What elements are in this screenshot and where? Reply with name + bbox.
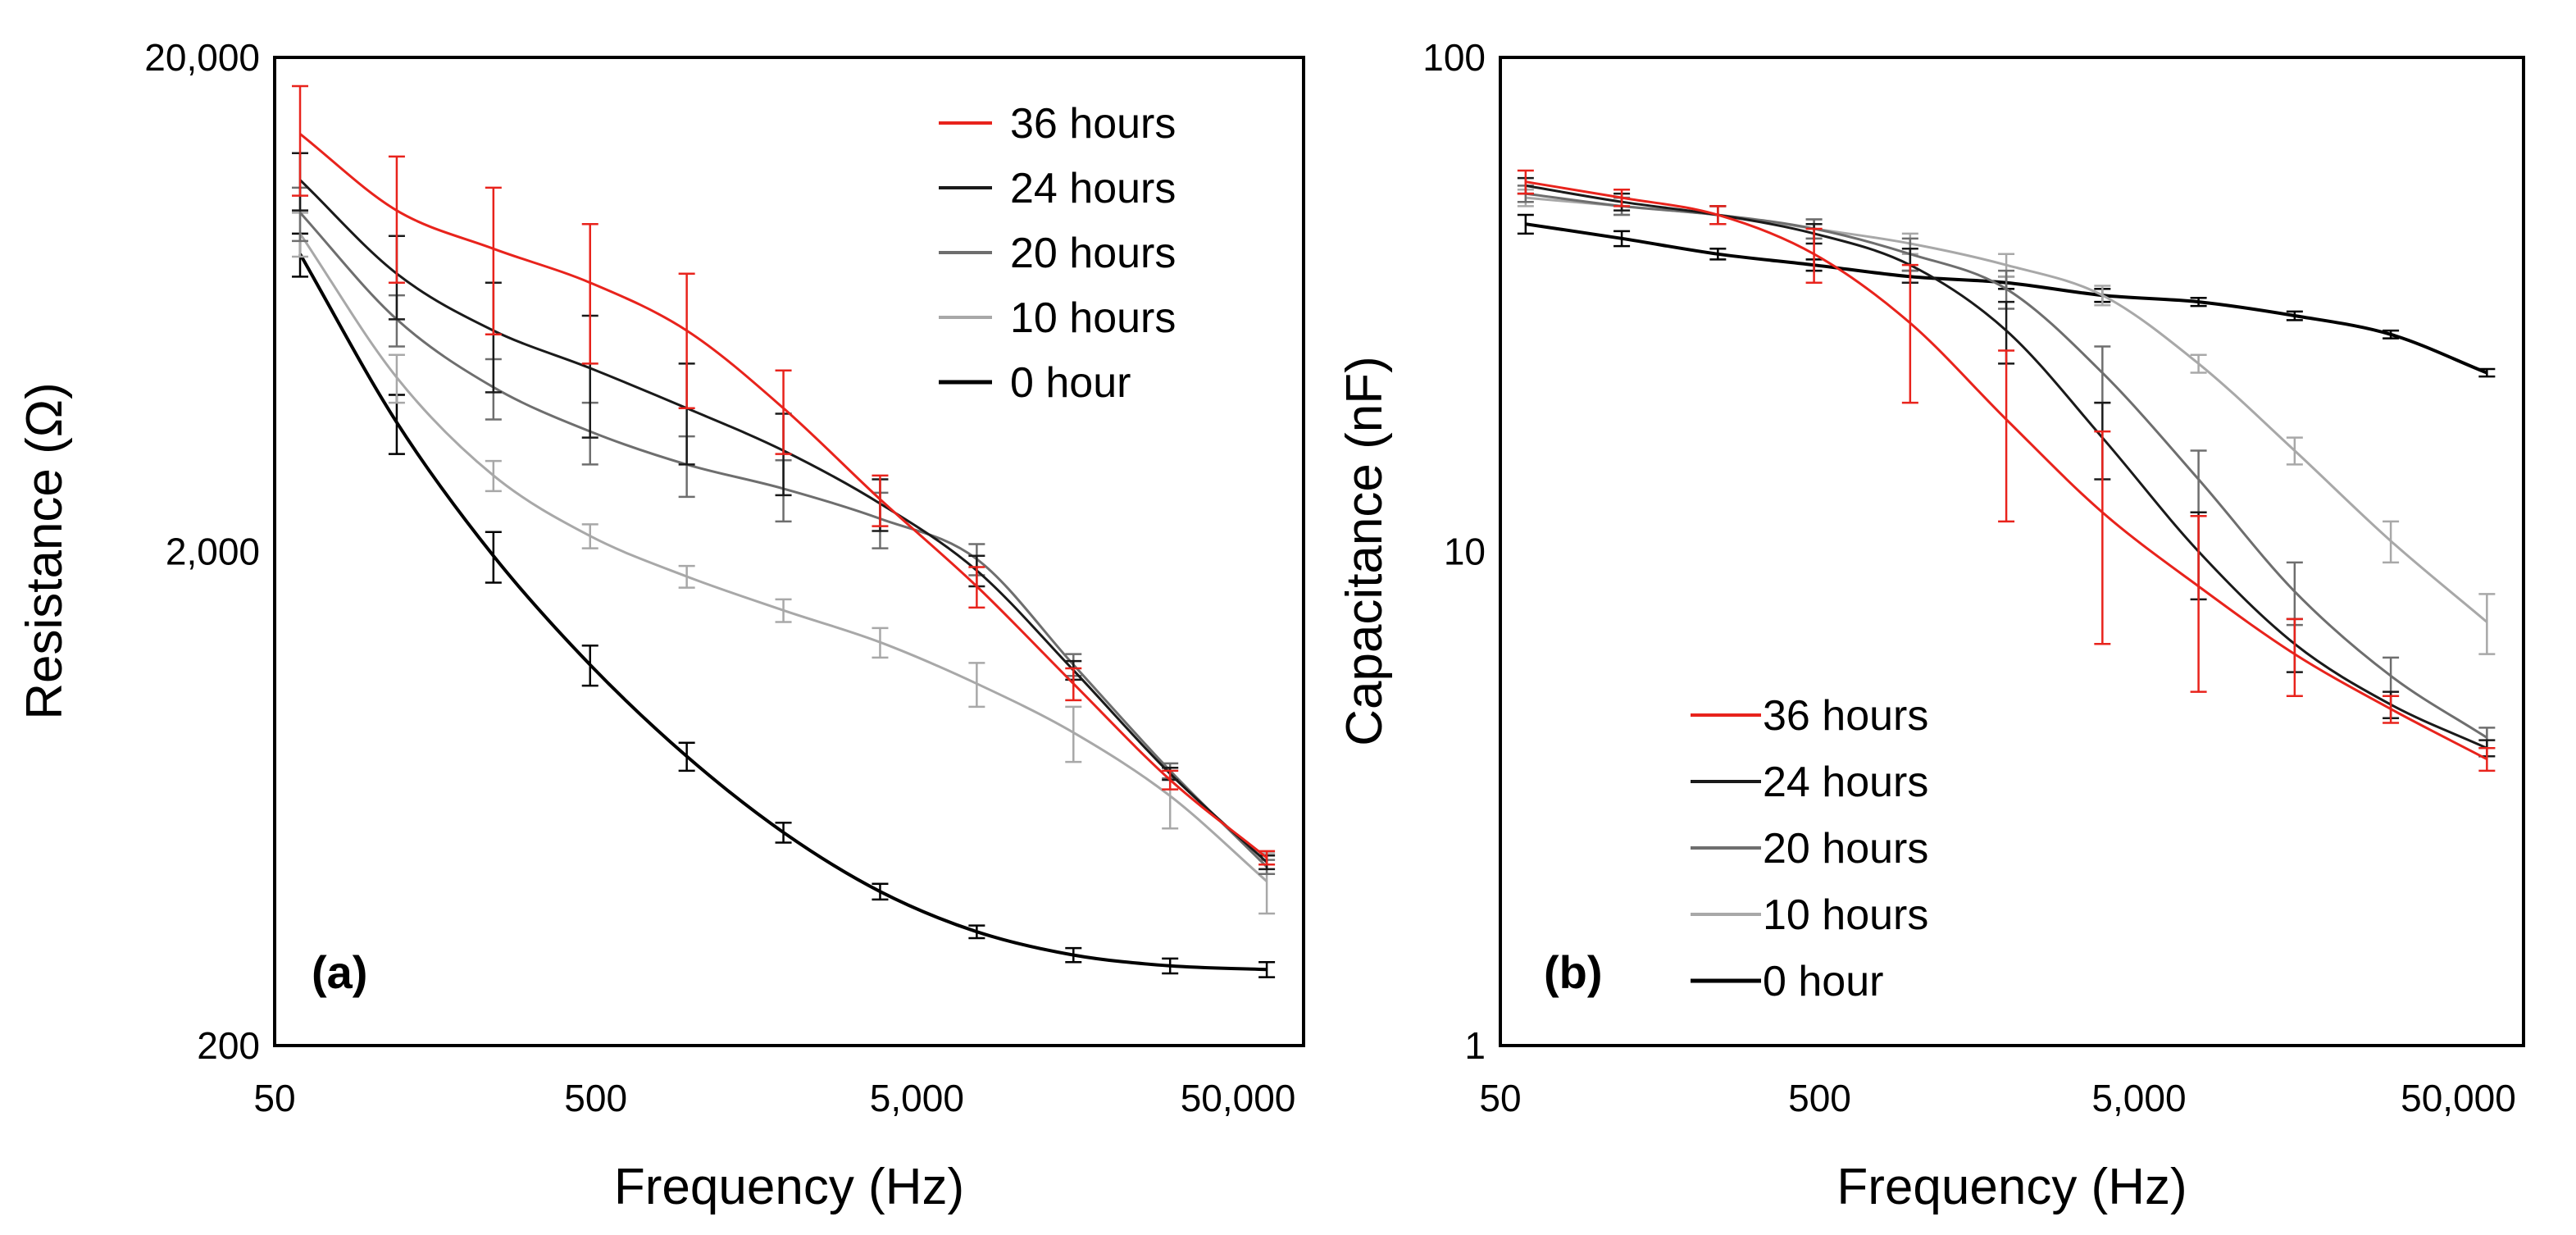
- error-bar: [1998, 349, 2015, 523]
- error-bar: [2478, 747, 2496, 772]
- x-tick-label: 50,000: [2401, 1077, 2516, 1119]
- error-bar: [2286, 618, 2303, 697]
- error-bar: [581, 222, 598, 365]
- series-0-hour: [292, 232, 1276, 978]
- error-bar: [1258, 961, 1276, 978]
- legend-label: 20 hours: [1010, 230, 1176, 277]
- error-bar: [2190, 449, 2207, 514]
- error-bar: [1901, 263, 1918, 404]
- series-line: [1525, 180, 2487, 761]
- legend: 36 hours 24 hours 20 hours 10 hours 0 hour: [1691, 692, 1928, 1005]
- legend-label: 20 hours: [1763, 825, 1928, 873]
- error-bar: [292, 84, 309, 197]
- error-bar: [388, 155, 405, 284]
- series-36-hours: [1517, 169, 2496, 772]
- series-36-hours: [292, 84, 1276, 866]
- panel-label: (a): [312, 946, 367, 998]
- x-tick-label: 500: [1788, 1077, 1851, 1119]
- legend-label: 24 hours: [1010, 165, 1176, 212]
- legend-label: 36 hours: [1763, 692, 1928, 740]
- error-bar: [1805, 227, 1823, 284]
- error-bar: [775, 369, 792, 455]
- x-tick-label: 50: [1479, 1077, 1521, 1119]
- error-bar: [2094, 430, 2111, 645]
- plot-area-frame: [1499, 56, 2525, 1047]
- x-tick-label: 50,000: [1181, 1077, 1296, 1119]
- legend-label: 0 hour: [1763, 958, 1883, 1005]
- legend-label: 10 hours: [1763, 891, 1928, 939]
- y-tick-label: 10: [1444, 531, 1486, 573]
- x-axis-title: Frequency (Hz): [1836, 1159, 2187, 1215]
- error-bar: [1258, 850, 1276, 866]
- legend-label: 10 hours: [1010, 294, 1176, 342]
- y-tick-label: 100: [1422, 36, 1486, 79]
- error-bar: [485, 186, 502, 336]
- x-tick-label: 5,000: [2091, 1077, 2186, 1119]
- error-bar: [2478, 593, 2496, 655]
- y-tick-label: 200: [197, 1024, 260, 1067]
- error-bar: [678, 272, 695, 410]
- series-20-hours: [292, 186, 1276, 875]
- chart-panel-a: 200 2,000 20,000 50 500 5,000 50,000 Frequency …: [16, 36, 1305, 1215]
- error-bar: [2286, 561, 2303, 627]
- x-tick-label: 5,000: [870, 1077, 964, 1119]
- y-tick-label: 2,000: [166, 531, 260, 573]
- series-line: [298, 232, 1268, 882]
- chart-panel-b: 1 10 100 50 500 5,000 50,000 Frequency (Hz) Capa…: [1336, 36, 2525, 1215]
- x-tick-label: 500: [564, 1077, 627, 1119]
- series-line: [299, 133, 1268, 859]
- error-bar: [2190, 514, 2207, 693]
- y-axis-title: Resistance (Ω): [16, 382, 73, 720]
- legend: 36 hours 24 hours 20 hours 10 hours 0 hour: [939, 100, 1176, 407]
- y-tick-label: 1: [1464, 1024, 1486, 1067]
- legend-label: 24 hours: [1763, 759, 1928, 806]
- panel-label: (b): [1544, 946, 1603, 998]
- y-axis-title: Capacitance (nF): [1336, 356, 1393, 746]
- legend-label: 36 hours: [1010, 100, 1176, 148]
- legend-label: 0 hour: [1010, 359, 1131, 407]
- error-bar: [1065, 705, 1082, 763]
- series-10-hours: [292, 212, 1276, 915]
- series-line: [298, 253, 1268, 972]
- x-axis-title: Frequency (Hz): [614, 1159, 964, 1215]
- x-tick-label: 50: [253, 1077, 295, 1119]
- error-bar: [2094, 345, 2111, 404]
- y-tick-label: 20,000: [144, 36, 260, 79]
- plot-area-frame: [273, 56, 1305, 1047]
